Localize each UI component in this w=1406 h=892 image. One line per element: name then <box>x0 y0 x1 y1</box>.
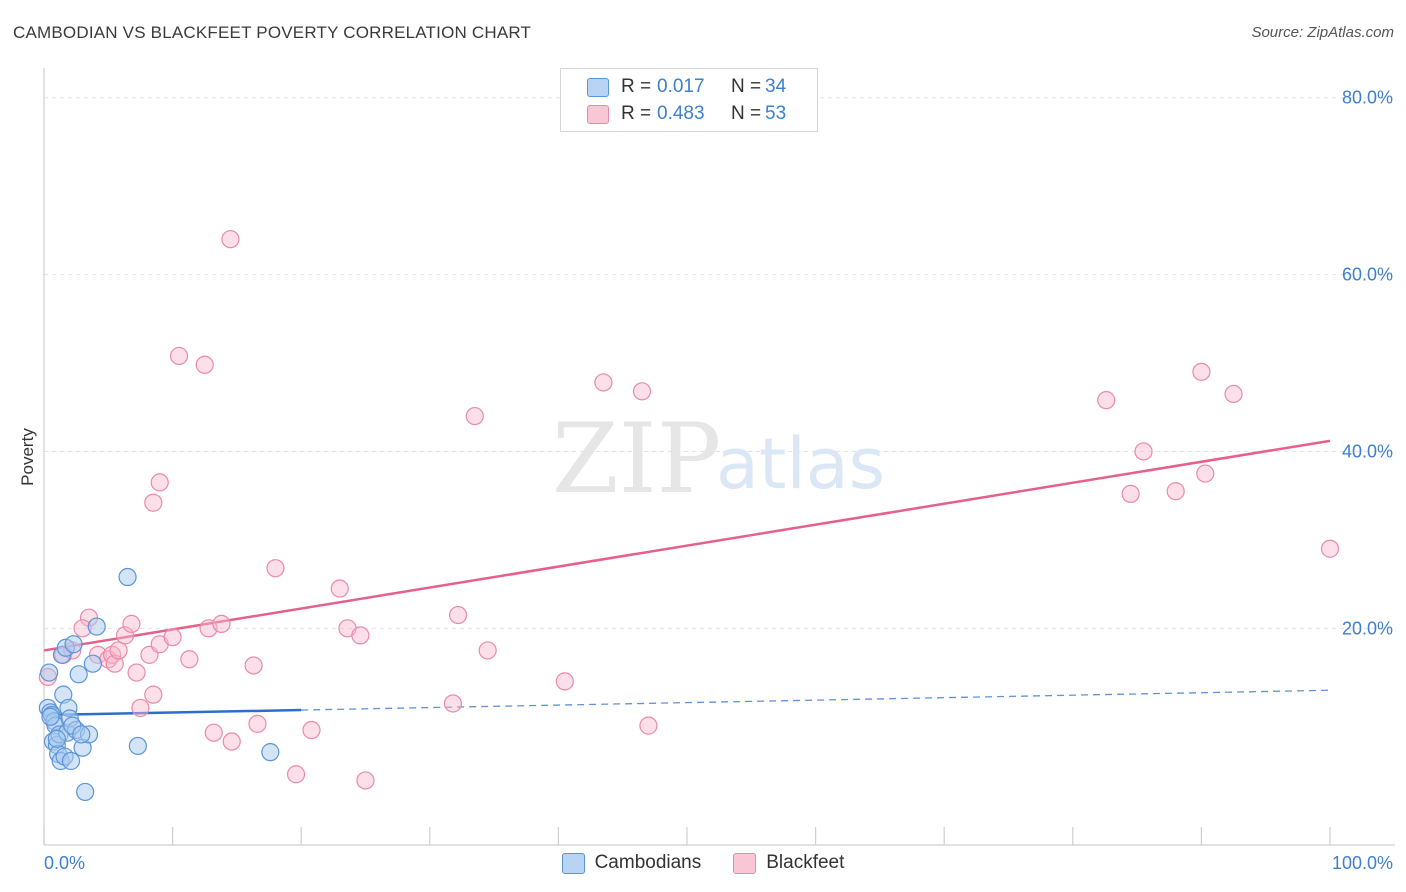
x-tick-label: 0.0% <box>44 853 85 873</box>
data-point-blackfeet <box>448 605 468 625</box>
y-tick-label: 40.0% <box>1342 441 1393 461</box>
data-point-blackfeet <box>330 579 349 598</box>
data-point-blackfeet <box>248 714 267 733</box>
bottom-legend-blackfeet: Blackfeet <box>733 852 844 874</box>
data-point-blackfeet <box>180 650 199 669</box>
data-point-blackfeet <box>1320 539 1340 558</box>
source-label: Source: ZipAtlas.com <box>1251 24 1394 41</box>
data-points <box>38 230 1340 802</box>
trend-line-blackfeet <box>43 439 1331 652</box>
tick-labels: 20.0% 40.0% 60.0% 80.0% 0.0% 100.0% <box>44 88 1393 873</box>
data-point-cambodians <box>41 707 60 726</box>
data-point-blackfeet <box>109 641 128 660</box>
data-point-cambodians <box>64 635 83 654</box>
watermark: ZIP atlas <box>552 403 885 515</box>
data-point-blackfeet <box>163 628 182 647</box>
legend-r-label: R = <box>621 76 652 97</box>
data-point-blackfeet <box>286 765 306 784</box>
legend-swatch-blackfeet <box>587 104 609 124</box>
data-point-cambodians <box>72 725 91 744</box>
data-point-blackfeet <box>1196 464 1215 483</box>
legend-box: R = 0.017 N = 34 R = 0.483 N = 53 <box>560 68 818 132</box>
data-point-blackfeet <box>1192 362 1211 381</box>
data-point-blackfeet <box>1134 442 1153 461</box>
bottom-legend-label-blackfeet: Blackfeet <box>766 852 845 873</box>
data-point-blackfeet <box>478 641 497 660</box>
legend-n-value: 34 <box>765 76 787 97</box>
data-point-cambodians <box>61 751 81 771</box>
data-point-blackfeet <box>221 230 240 249</box>
data-point-blackfeet <box>302 720 321 740</box>
data-point-cambodians <box>87 617 106 636</box>
data-point-blackfeet <box>351 626 370 645</box>
legend-row-cambodians: R = 0.017 N = 34 <box>587 75 786 99</box>
data-point-blackfeet <box>555 672 574 691</box>
trend-lines <box>43 439 1331 717</box>
legend-r-label: R = <box>621 103 652 124</box>
data-point-blackfeet <box>443 694 463 713</box>
data-point-blackfeet <box>594 373 613 392</box>
data-point-blackfeet <box>144 493 163 512</box>
data-point-blackfeet <box>1166 482 1185 501</box>
data-point-blackfeet <box>356 771 375 790</box>
y-axis-title: Poverty <box>18 428 37 486</box>
data-point-blackfeet <box>144 685 163 704</box>
watermark-zip: ZIP <box>552 403 721 515</box>
data-point-cambodians <box>40 663 59 682</box>
data-point-blackfeet <box>169 346 189 366</box>
data-point-blackfeet <box>639 716 658 735</box>
data-point-blackfeet <box>465 406 484 426</box>
data-point-cambodians <box>76 782 95 802</box>
bottom-legend-label-cambodians: Cambodians <box>594 852 702 873</box>
bottom-legend: Cambodians Blackfeet <box>0 852 1406 874</box>
legend-n-label: N = <box>731 103 762 124</box>
bottom-legend-cambodians: Cambodians <box>561 852 702 874</box>
data-point-blackfeet <box>1224 384 1243 404</box>
data-point-cambodians <box>47 729 66 748</box>
trend-line-cambodians <box>43 708 302 717</box>
bottom-legend-swatch-blackfeet <box>733 852 757 874</box>
y-tick-label: 60.0% <box>1342 265 1393 285</box>
data-point-cambodians <box>128 736 147 756</box>
data-point-cambodians <box>69 665 88 684</box>
data-point-cambodians <box>83 654 102 673</box>
data-point-blackfeet <box>204 723 223 742</box>
data-point-blackfeet <box>632 382 652 401</box>
grid-lines <box>44 97 1395 629</box>
data-point-blackfeet <box>1097 391 1116 410</box>
data-point-blackfeet <box>115 626 135 645</box>
data-point-blackfeet <box>195 355 214 374</box>
data-point-blackfeet <box>150 473 169 492</box>
data-point-blackfeet <box>1121 484 1140 503</box>
data-point-blackfeet <box>127 663 146 682</box>
legend-row-blackfeet: R = 0.483 N = 53 <box>587 102 786 126</box>
legend-swatch-cambodians <box>587 77 609 97</box>
x-tick-label: 100.0% <box>1332 853 1393 873</box>
chart-title: CAMBODIAN VS BLACKFEET POVERTY CORRELATI… <box>13 23 532 42</box>
data-point-blackfeet <box>266 559 285 578</box>
data-point-cambodians <box>118 567 137 587</box>
legend-r-value: 0.483 <box>657 103 705 124</box>
legend-n-label: N = <box>731 76 762 97</box>
data-point-cambodians <box>261 743 280 762</box>
legend-n-value: 53 <box>765 103 787 124</box>
trend-line-cambodians-extension <box>301 689 1331 711</box>
y-tick-label: 20.0% <box>1342 618 1393 638</box>
data-point-blackfeet <box>212 614 231 634</box>
y-tick-label: 80.0% <box>1342 88 1393 108</box>
data-point-blackfeet <box>222 732 241 751</box>
legend-r-value: 0.017 <box>657 76 705 97</box>
data-point-blackfeet <box>122 614 141 634</box>
watermark-atlas: atlas <box>716 423 885 505</box>
data-point-blackfeet <box>131 698 150 718</box>
bottom-legend-swatch-cambodians <box>561 852 585 874</box>
data-point-blackfeet <box>244 656 263 675</box>
